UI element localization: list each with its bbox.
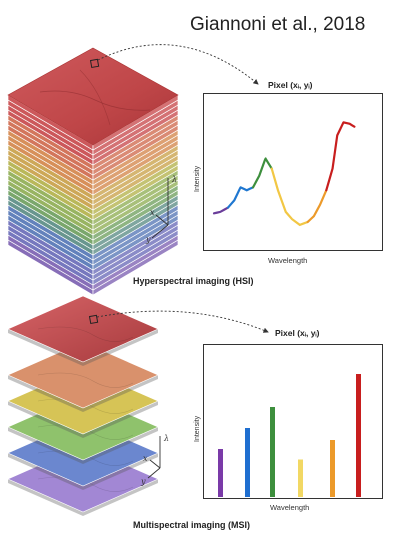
- msi-x-axis-label: Wavelength: [270, 503, 310, 512]
- hsi-texture-vessel: [79, 69, 111, 126]
- msi-y-axis: [147, 467, 161, 479]
- msi-plot-title: Pixel (xᵢ, yᵢ): [275, 328, 320, 338]
- hsi-x-axis-label: Wavelength: [268, 256, 308, 265]
- hsi-axis-letter: y: [145, 235, 151, 244]
- msi-pixel-arrow: [96, 310, 269, 333]
- msi-axis-letter: x: [143, 454, 148, 463]
- msi-texture-vessel: [37, 424, 134, 440]
- msi-texture-vessel: [37, 398, 134, 414]
- hsi-axis-letter: λ: [171, 175, 177, 184]
- msi-layer-orange: [7, 341, 159, 409]
- msi-spectrum-bar: [298, 459, 303, 497]
- msi-x-axis: [149, 459, 161, 469]
- msi-spectrum-plot: [203, 344, 383, 499]
- msi-spectrum-bar: [270, 407, 275, 497]
- hsi-spectrum-segment: [325, 121, 356, 192]
- hsi-spectrum-segment: [251, 155, 273, 189]
- hsi-pixel-marker: [89, 58, 100, 69]
- msi-texture-vessel: [37, 326, 134, 342]
- hsi-x-axis: [155, 214, 169, 226]
- hsi-spectrum-plot: [203, 93, 383, 251]
- hsi-y-axis: [151, 224, 169, 239]
- hsi-spectrum-segment: [226, 185, 255, 209]
- hsi-axis-letter: x: [150, 208, 155, 217]
- hsi-spectrum-segment: [306, 189, 328, 224]
- hsi-pixel-arrow: [97, 44, 259, 85]
- msi-axis-letter: λ: [163, 434, 169, 443]
- msi-texture-vessel: [37, 372, 134, 388]
- msi-pixel-marker: [88, 314, 99, 325]
- hsi-spectrum-segment: [270, 167, 309, 227]
- msi-spectrum-bar: [356, 374, 361, 497]
- hsi-texture-vessel: [39, 90, 151, 111]
- msi-spectrum-bar: [245, 428, 250, 497]
- msi-texture-vessel: [37, 450, 134, 466]
- citation: Giannoni et al., 2018: [190, 14, 366, 35]
- msi-texture-vessel: [37, 476, 134, 492]
- msi-caption: Multispectral imaging (MSI): [133, 520, 251, 530]
- hsi-caption: Hyperspectral imaging (HSI): [133, 276, 254, 286]
- msi-axis-letter: y: [140, 477, 146, 486]
- msi-layer-red: [7, 295, 159, 363]
- hsi-plot-title: Pixel (xᵢ, yᵢ): [268, 80, 313, 90]
- msi-spectrum-bar: [218, 449, 223, 497]
- hsi-top-image-face: [7, 47, 179, 146]
- hsi-spectrum-segment: [212, 206, 230, 215]
- msi-spectrum-bar: [330, 440, 335, 497]
